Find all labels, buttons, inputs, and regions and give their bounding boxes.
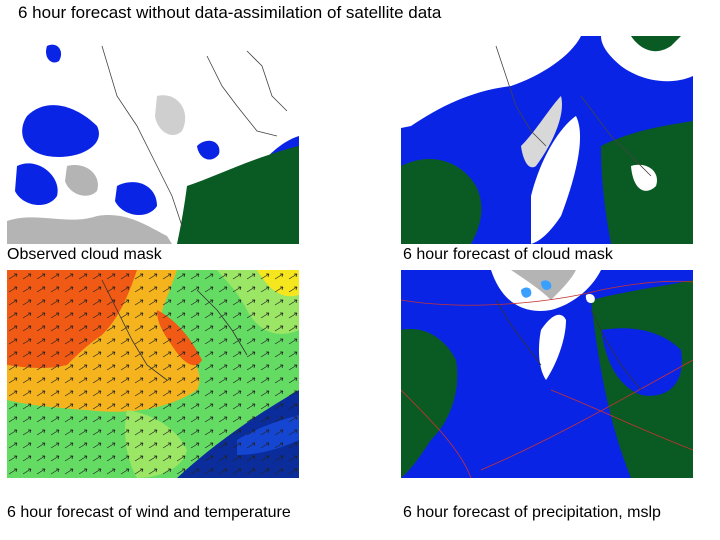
- slide-title: 6 hour forecast without data-assimilatio…: [18, 3, 442, 22]
- precipitation-mslp-map: [401, 270, 693, 478]
- caption-forecast-cloud-mask: 6 hour forecast of cloud mask: [403, 246, 613, 263]
- forecast-cloud-mask-map: [401, 36, 693, 244]
- caption-precipitation-mslp: 6 hour forecast of precipitation, mslp: [403, 504, 661, 521]
- caption-observed-cloud-mask: Observed cloud mask: [7, 246, 162, 263]
- caption-wind-temperature: 6 hour forecast of wind and temperature: [7, 504, 291, 521]
- observed-cloud-mask-map: [7, 36, 299, 244]
- wind-temperature-map: [7, 270, 299, 478]
